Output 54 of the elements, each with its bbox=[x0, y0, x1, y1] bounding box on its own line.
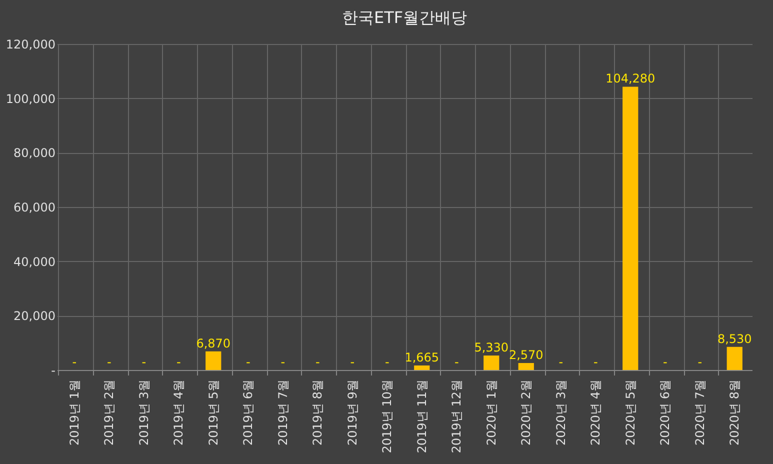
data-label: - bbox=[72, 355, 77, 369]
chart-title: 한국ETF월간배당 bbox=[342, 8, 468, 27]
x-tick-label: 2019년 9월 bbox=[345, 380, 360, 446]
x-tick-label: 2020년 2월 bbox=[519, 380, 534, 446]
bar bbox=[414, 365, 430, 370]
data-label: - bbox=[698, 355, 702, 369]
data-label: - bbox=[176, 355, 181, 369]
data-label: - bbox=[315, 355, 320, 369]
data-label: 1,665 bbox=[404, 350, 440, 364]
y-tick-label: 40,000 bbox=[14, 254, 56, 269]
y-tick-label: 20,000 bbox=[14, 309, 56, 324]
x-tick-label: 2019년 8월 bbox=[310, 380, 325, 446]
x-tick-label: 2019년 2월 bbox=[102, 380, 116, 446]
x-tick-label: 2020년 4월 bbox=[588, 380, 603, 446]
x-tick-label: 2020년 6월 bbox=[658, 380, 672, 446]
data-label: - bbox=[246, 355, 250, 369]
data-label: - bbox=[280, 355, 286, 369]
x-tick-label: 2019년 5월 bbox=[206, 380, 220, 446]
data-label: - bbox=[454, 355, 459, 369]
y-tick-label: 60,000 bbox=[14, 200, 56, 214]
data-label: - bbox=[558, 355, 564, 369]
x-tick-label: 2020년 7월 bbox=[692, 380, 707, 446]
data-label: - bbox=[662, 355, 668, 369]
data-label: 5,330 bbox=[474, 340, 509, 355]
x-tick-label: 2019년 12월 bbox=[450, 380, 464, 454]
bar bbox=[206, 351, 222, 370]
x-tick-label: 2019년 11월 bbox=[414, 380, 429, 454]
data-label: 8,530 bbox=[717, 332, 752, 346]
x-tick-label: 2019년 10월 bbox=[380, 380, 394, 454]
y-tick-label: 120,000 bbox=[6, 38, 56, 52]
y-tick-label: 80,000 bbox=[14, 146, 56, 160]
x-tick-label: 2019년 6월 bbox=[241, 380, 256, 446]
data-label: - bbox=[350, 355, 355, 369]
y-tick-label: - bbox=[51, 364, 56, 378]
data-label: - bbox=[593, 355, 598, 369]
x-tick-label: 2019년 4월 bbox=[172, 380, 186, 446]
data-label: 2,570 bbox=[508, 348, 544, 362]
x-tick-label: 2019년 7월 bbox=[276, 380, 290, 446]
data-label: 6,870 bbox=[196, 336, 231, 350]
data-label: - bbox=[142, 355, 146, 369]
x-tick-label: 2020년 8월 bbox=[728, 380, 742, 446]
bar bbox=[484, 356, 500, 370]
x-tick-label: 2019년 1월 bbox=[67, 380, 82, 446]
x-tick-label: 2019년 3월 bbox=[136, 380, 151, 446]
x-tick-label: 2020년 5월 bbox=[623, 380, 638, 446]
data-label: - bbox=[106, 355, 112, 369]
data-label: 104,280 bbox=[606, 72, 656, 86]
y-tick-label: 100,000 bbox=[6, 92, 56, 106]
bar bbox=[518, 363, 534, 370]
data-label: - bbox=[384, 355, 390, 369]
x-tick-label: 2020년 3월 bbox=[554, 380, 568, 446]
bar bbox=[622, 86, 638, 370]
x-tick-label: 2020년 1월 bbox=[484, 380, 498, 446]
bar bbox=[726, 346, 742, 370]
